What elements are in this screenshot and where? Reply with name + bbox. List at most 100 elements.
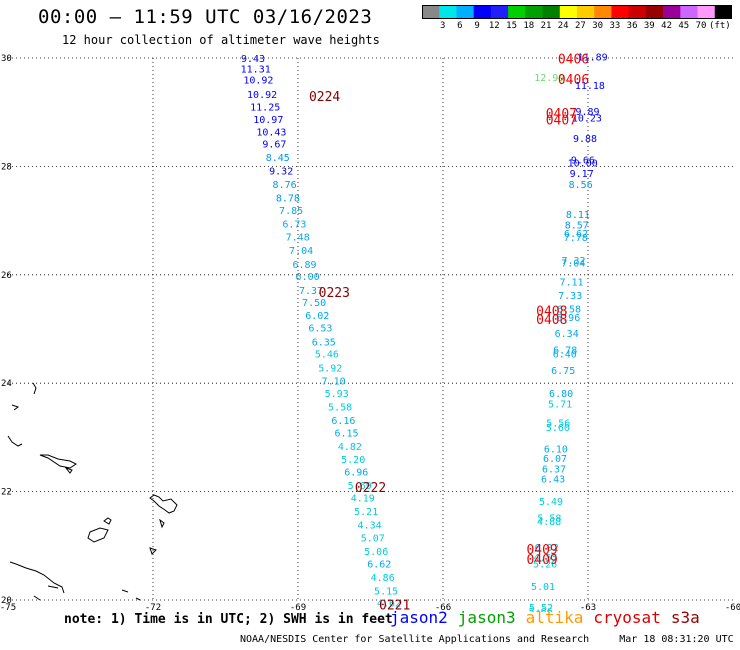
wave-height-value: 8.56 [569,180,593,191]
wave-height-value: 6.35 [312,337,336,348]
pass-time-label: 0222 [355,481,386,496]
color-swatch [525,5,543,19]
wave-height-value: 5.66 [529,607,553,612]
color-swatch [577,5,595,19]
wave-height-value: 6.62 [367,560,391,571]
wave-height-value: 6.75 [551,366,575,377]
wave-height-value: 5.69 [348,481,372,492]
color-scale-tick: 6 [457,21,463,31]
wave-height-value: 5.58 [537,513,561,524]
color-swatch [680,5,698,19]
color-swatch [439,5,457,19]
latitude-tick-label: 30 [1,54,12,64]
map-grid: -75 -72 -69 -66 -63 -60 20 22 24 26 28 30 [0,54,740,612]
wave-height-value: 4.62 [377,599,401,610]
wave-height-value: 7.85 [279,206,303,217]
wave-height-value: 5.56 [546,419,570,430]
wave-height-value: 9.32 [269,167,293,178]
color-swatch [663,5,681,19]
color-swatch [697,5,716,19]
pass-time-label: 0406 [558,53,589,68]
longitude-tick-label: -66 [435,603,451,612]
color-scale-tick: 15 [506,21,518,31]
wave-height-value: 6.16 [331,416,355,427]
wave-height-value: 5.26 [533,560,557,571]
pass-time-label: 0408 [536,305,567,320]
pass-time-label: 0407 [546,107,577,122]
color-swatch [714,5,732,19]
color-swatch [490,5,509,19]
color-scale-tick: 9 [474,21,480,31]
wave-height-value: 7.32 [561,256,585,267]
color-scale-tick: 30 [592,21,604,31]
color-swatch [422,5,440,19]
wave-height-value: 9.89 [575,107,599,118]
wave-height-value: 6.37 [542,465,566,476]
wave-height-value: 10.00 [568,158,598,169]
wave-height-value: 9.17 [570,169,594,180]
longitude-tick-label: -72 [145,603,161,612]
wave-height-value: 8.11 [566,210,590,221]
wave-height-value: 5.49 [539,497,563,508]
color-scale-tick: 12 [488,21,500,31]
wave-height-value: 6.00 [296,272,320,283]
color-scale-tick: 33 [609,21,621,31]
color-swatch [473,5,492,19]
wave-height-value: 11.31 [241,65,271,76]
latitude-tick-label: 20 [1,596,12,606]
legend-entry-jason2: jason2 [390,608,448,627]
latitude-tick-label: 22 [1,488,12,498]
wave-height-value: 5.46 [315,350,339,361]
color-scale-tick: 24 [557,21,569,31]
wave-height-value: 5.92 [318,363,342,374]
coastline-shape [7,382,178,601]
wave-height-value: 6.62 [564,229,588,240]
credit-text: NOAA/NESDIS Center for Satellite Applica… [240,634,590,645]
wave-height-value: 7.33 [558,291,582,302]
map-subtitle: 12 hour collection of altimeter wave hei… [62,33,380,47]
satellite-legend: jason2 jason3 altika cryosat s3a [390,608,710,627]
wave-height-value: 6.53 [308,324,332,335]
latitude-tick-label: 26 [1,271,12,281]
wave-height-value: 5.06 [364,547,388,558]
latitude-tick-label: 28 [1,162,12,172]
wave-height-value: 4.34 [358,521,382,532]
wave-height-value: 5.71 [548,400,572,411]
color-bar-border [422,5,732,19]
wave-height-value: 10.23 [572,113,602,124]
color-scale-tick: 18 [523,21,535,31]
wave-height-value: 6.15 [334,428,358,439]
color-scale-bar [422,5,732,19]
wave-height-labels: 9.4311.3110.9210.9211.2510.9710.439.678.… [241,53,608,612]
wave-height-value: 6.89 [292,260,316,271]
wave-height-value: 9.67 [262,139,286,150]
color-swatch [645,5,664,19]
wave-height-value: 10.43 [256,128,286,139]
legend-entry-cryosat: cryosat [593,608,661,627]
wave-height-value: 4.82 [338,442,362,453]
wave-height-value: 9.43 [241,54,265,65]
wave-height-value: 11.89 [578,53,608,64]
wave-height-value: 10.97 [253,115,283,126]
wave-height-value: 5.21 [354,507,378,518]
coastline [7,382,178,601]
wave-height-value: 5.93 [325,389,349,400]
color-swatch [542,5,561,19]
wave-height-value: 6.96 [344,467,368,478]
wave-height-value: 8.76 [273,180,297,191]
color-swatch [508,5,526,19]
wave-height-value: 6.02 [305,311,329,322]
pass-time-label: 0223 [319,286,350,301]
color-scale-unit: (ft) [709,21,731,31]
longitude-tick-label: -63 [580,603,596,612]
wave-height-value: 7.50 [302,298,326,309]
wave-height-value: 7.37 [299,286,323,297]
wave-height-value: 6.80 [549,389,573,400]
pass-time-label: 0224 [309,90,340,105]
units-note: note: 1) Time is in UTC; 2) SWH is in fe… [64,612,393,627]
color-swatch [456,5,475,19]
pass-time-label: 0221 [379,599,410,613]
wave-height-value: 5.58 [328,402,352,413]
color-scale-labels: 3 6 9 12 15 18 21 24 27 30 33 36 39 42 45 70 (ft) [422,21,740,33]
wave-height-value: 7.10 [322,376,346,387]
